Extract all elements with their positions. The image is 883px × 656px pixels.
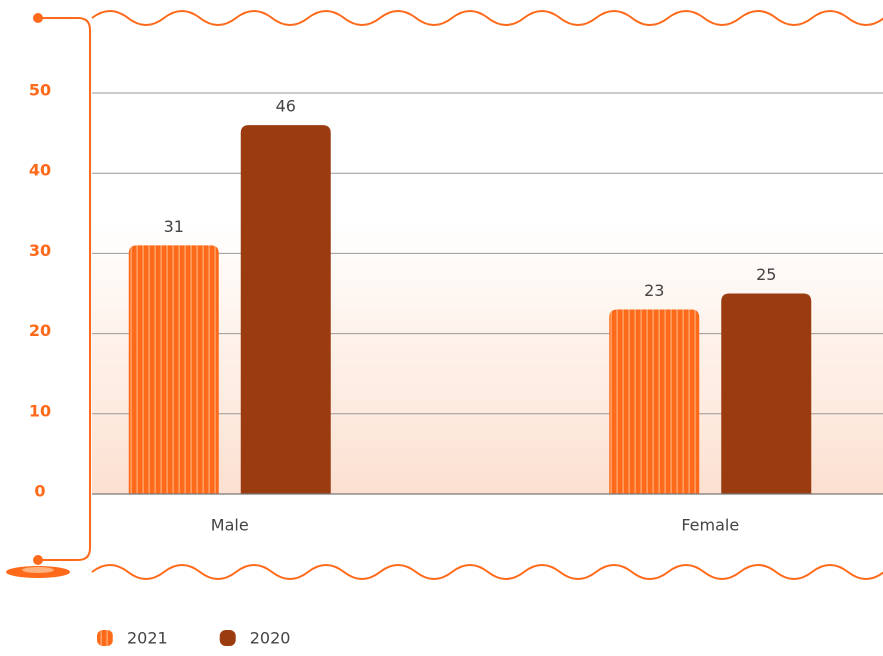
y-tick-label: 0 bbox=[34, 482, 45, 501]
y-tick-label: 50 bbox=[29, 81, 51, 100]
value-label: 46 bbox=[276, 97, 296, 116]
y-tick-label: 30 bbox=[29, 241, 51, 260]
wave-top bbox=[92, 11, 883, 25]
value-label: 25 bbox=[756, 265, 776, 284]
legend-swatch bbox=[97, 630, 113, 646]
chart: 0 10 20 30 40 50 Male 31 46 Female 23 25 2021 2020 bbox=[0, 0, 883, 656]
bar bbox=[721, 294, 811, 495]
x-tick-label: Female bbox=[681, 516, 739, 535]
bracket-dot bbox=[33, 13, 43, 23]
wave-bottom bbox=[92, 565, 883, 579]
bar bbox=[129, 245, 219, 494]
base-ellipse-inner bbox=[22, 567, 54, 573]
y-tick-label: 20 bbox=[29, 321, 51, 340]
bracket-dot bbox=[33, 555, 43, 565]
y-tick-label: 40 bbox=[29, 161, 51, 180]
y-tick-label: 10 bbox=[29, 401, 51, 420]
legend-label: 2020 bbox=[250, 629, 291, 648]
bar bbox=[241, 125, 331, 494]
bar bbox=[609, 310, 699, 494]
value-label: 31 bbox=[164, 217, 184, 236]
legend-label: 2021 bbox=[127, 629, 168, 648]
legend-swatch bbox=[220, 630, 236, 646]
x-tick-label: Male bbox=[211, 516, 249, 535]
value-label: 23 bbox=[644, 281, 664, 300]
